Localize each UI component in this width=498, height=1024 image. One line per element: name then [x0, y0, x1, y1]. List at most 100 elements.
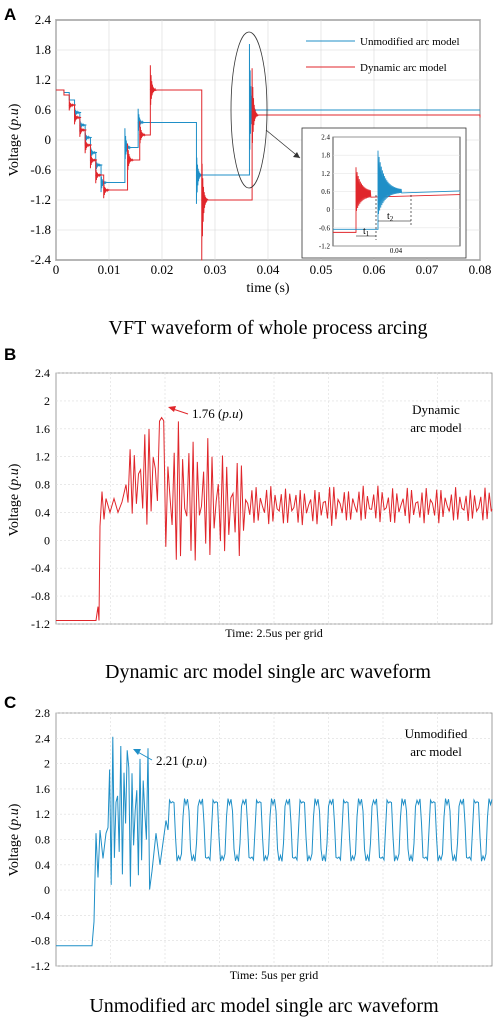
a-y-tick-label: -2.4: [30, 252, 51, 267]
c-y-tick-label: 2.4: [35, 731, 50, 745]
zoom-arrow: [265, 129, 301, 159]
panel-c-ylabel: Voltage (p.u): [7, 803, 22, 876]
zoom-arrow-head: [293, 152, 300, 158]
a-y-tick-label: -1.8: [30, 222, 51, 237]
a-x-tick-label: 0.06: [363, 262, 386, 277]
panel-c-series: [56, 736, 493, 947]
c-y-tick-label: 1.2: [35, 807, 50, 821]
a-spike-0: [95, 160, 103, 172]
inset-y-tick-label: 1.2: [321, 170, 330, 178]
inset-t2-label: t2: [387, 211, 394, 223]
panel-a-x-ticks: 0 0.01 0.02 0.03 0.04 0.05 0.06 0.07 0.08: [53, 262, 492, 277]
c-y-tick-label: -0.4: [31, 908, 50, 922]
inset-series: [333, 150, 461, 233]
panel-b-letter: B: [4, 345, 16, 364]
c-y-tick-label: 2.8: [35, 706, 50, 720]
a-spike-1: [201, 163, 209, 261]
c-y-tick-label: -0.8: [31, 934, 50, 948]
a-y-tick-label: 0.6: [35, 102, 52, 117]
a-x-tick-label: 0.07: [416, 262, 439, 277]
a-spike-1: [79, 125, 87, 137]
panel-c-model-label-2: arc model: [410, 744, 462, 759]
panel-a-series: [56, 43, 481, 261]
panel-a-ylabel: Voltage (p.u): [7, 103, 22, 176]
inset-t1-label: t1: [363, 226, 370, 238]
a-spike-1: [68, 101, 76, 111]
b-y-tick-label: -0.8: [31, 589, 50, 603]
panel-c-letter: C: [4, 693, 16, 712]
a-y-tick-label: 1.2: [35, 72, 51, 87]
panel-c-y-ticks: 2.8 2.4 2 1.6 1.2 0.8 0.4 0 -0.4 -0.8 -1.2: [31, 706, 50, 973]
b-y-tick-label: 1.6: [35, 422, 50, 436]
a-x-tick-label: 0.05: [310, 262, 333, 277]
a-spike-1: [103, 185, 111, 199]
c-y-tick-label: 1.6: [35, 782, 50, 796]
c-y-tick-label: 0.4: [35, 858, 50, 872]
a-x-tick-label: 0.01: [98, 262, 121, 277]
panel-a-caption: VFT waveform of whole process arcing: [109, 317, 428, 339]
panel-b-ylabel: Voltage (p.u): [7, 463, 22, 536]
panel-c-caption: Unmodified arc model single arc waveform: [89, 995, 439, 1017]
a-y-tick-label: 0: [45, 132, 52, 147]
panel-b-model-label-2: arc model: [410, 420, 462, 435]
a-spike-1: [95, 170, 103, 184]
b-y-tick-label: 2: [44, 394, 50, 408]
a-spike-1: [149, 65, 158, 105]
c-y-tick-label: 0: [44, 883, 50, 897]
panel-a: A 2.4 1.8 1.2 0.6 0 -0.6 -1.2 -1.8 -2.4 0 0.01 0.0…: [4, 5, 491, 339]
panel-b: B 2.4 2 1.6 1.2 0.8 0.4 0 -0.4 -0.8 -1.2 Voltage …: [4, 345, 493, 683]
panel-b-xlabel: Time: 2.5us per grid: [225, 626, 323, 640]
a-y-tick-label: 1.8: [35, 42, 51, 57]
a-x-tick-label: 0.04: [257, 262, 280, 277]
c-y-tick-label: -1.2: [31, 959, 50, 973]
inset-y-tick-label: 0.6: [321, 188, 330, 196]
panel-c-xlabel: Time: 5us per grid: [230, 968, 319, 982]
c-series-line: [56, 736, 493, 947]
inset-unmodified-line: [333, 150, 461, 230]
inset-x-tick: 0.04: [390, 247, 403, 255]
b-y-tick-label: 0.8: [35, 478, 50, 492]
inset-y-tick-label: -1.2: [319, 243, 331, 251]
zoom-ellipse: [230, 31, 268, 189]
inset-y-tick-label: 1.8: [321, 152, 330, 160]
panel-b-y-ticks: 2.4 2 1.6 1.2 0.8 0.4 0 -0.4 -0.8 -1.2: [31, 366, 50, 631]
panel-b-peak-arrow-head: [168, 406, 176, 412]
panel-c-peak-annotation: 2.21 (p.u): [156, 753, 207, 768]
a-x-tick-label: 0.02: [151, 262, 174, 277]
inset-y-ticks: 2.4 1.8 1.2 0.6 0 -0.6 -1.2: [319, 134, 331, 251]
a-spike-1: [89, 155, 98, 169]
legend-dynamic-label: Dynamic arc model: [360, 62, 447, 74]
b-y-tick-label: 2.4: [35, 366, 50, 380]
panel-b-caption: Dynamic arc model single arc waveform: [105, 661, 431, 683]
inset-y-tick-label: -0.6: [319, 224, 331, 232]
panel-b-peak-annotation: 1.76 (p.u): [192, 406, 243, 421]
panel-c: C 2.8 2.4 2 1.6 1.2 0.8 0.4 0 -0.4 -0.8 -1.2 Volta…: [4, 693, 493, 1017]
a-spike-1: [127, 143, 135, 170]
c-y-tick-label: 2: [44, 757, 50, 771]
b-y-tick-label: 1.2: [35, 450, 50, 464]
a-x-tick-label: 0: [53, 262, 60, 277]
panel-c-model-label-1: Unmodified: [405, 726, 468, 741]
a-spike-1: [251, 68, 259, 144]
b-series-line: [56, 416, 493, 621]
inset-y-tick-label: 0: [327, 206, 331, 214]
a-y-tick-label: 2.4: [35, 12, 52, 27]
panel-a-inset: 2.4 1.8 1.2 0.6 0 -0.6 -1.2 0.04 t1 t2: [301, 127, 467, 259]
panel-b-series: [56, 416, 493, 621]
a-spike-1: [84, 140, 92, 154]
panel-c-peak-arrow-head: [133, 749, 141, 755]
a-spike-0: [137, 108, 145, 131]
legend-unmodified-label: Unmodified arc model: [360, 36, 460, 48]
a-spike-1: [139, 121, 147, 144]
c-y-tick-label: 0.8: [35, 833, 50, 847]
panel-b-model-label-1: Dynamic: [412, 402, 460, 417]
b-y-tick-label: 0: [44, 533, 50, 547]
a-x-tick-label: 0.08: [469, 262, 492, 277]
inset-y-tick-label: 2.4: [321, 134, 330, 142]
a-y-tick-label: -0.6: [30, 162, 51, 177]
a-y-tick-label: -1.2: [30, 192, 51, 207]
panel-a-xlabel: time (s): [246, 281, 289, 296]
b-y-tick-label: 0.4: [35, 505, 50, 519]
a-spike-0: [195, 157, 204, 204]
